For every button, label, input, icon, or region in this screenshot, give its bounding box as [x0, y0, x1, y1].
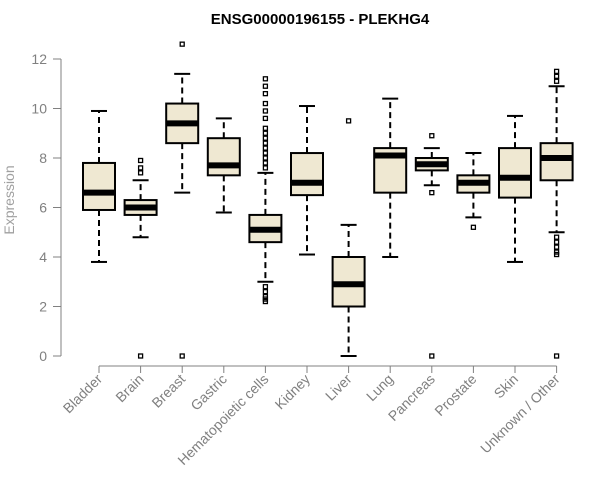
outlier-point [262, 145, 269, 151]
outlier-point [262, 91, 269, 97]
y-tick-label: 0 [39, 348, 47, 364]
outlier-point [262, 150, 269, 156]
y-tick-label: 6 [39, 200, 47, 216]
y-tick-label: 8 [39, 150, 47, 166]
y-tick-label: 10 [31, 101, 47, 117]
outlier-point [262, 76, 269, 82]
outlier-point [262, 125, 269, 131]
outlier-point [179, 41, 185, 47]
x-tick-label: Lung [363, 371, 396, 404]
outlier-point [262, 100, 269, 107]
outlier-point [553, 73, 560, 79]
box-unknown-other [539, 68, 574, 359]
box-prostate [456, 152, 491, 230]
y-axis: 0 2 4 6 8 10 12 [31, 51, 62, 364]
outlier-point [262, 298, 269, 305]
x-tick-label: Kidney [272, 371, 314, 413]
outlier-point [262, 288, 269, 295]
iqr-box [206, 137, 241, 177]
outlier-point [262, 115, 269, 122]
x-tick-label: Breast [148, 371, 188, 411]
outlier-point [553, 68, 560, 75]
outlier-point [137, 353, 144, 359]
box-gastric [206, 117, 241, 214]
outlier-point [553, 353, 560, 359]
outlier-point [262, 83, 269, 89]
outlier-point [553, 251, 560, 258]
outlier-point [553, 239, 560, 245]
outlier-point [137, 165, 144, 171]
chart-title: ENSG00000196155 - PLEKHG4 [211, 11, 430, 28]
outlier-point [345, 118, 352, 124]
box-bladder [82, 109, 116, 263]
plot-area [82, 41, 574, 359]
x-tick-label: Unknown / Other [477, 371, 563, 457]
box-skin [498, 114, 532, 263]
outlier-point [429, 133, 435, 139]
outlier-point [262, 135, 269, 141]
iqr-box [290, 152, 324, 197]
outlier-point [262, 165, 269, 171]
x-tick-label: Skin [491, 371, 522, 402]
outlier-point [137, 170, 144, 176]
outlier-point [553, 244, 560, 250]
y-tick-label: 2 [39, 299, 47, 315]
outlier-point [262, 155, 269, 161]
outlier-point [553, 234, 560, 240]
outlier-point [553, 78, 560, 84]
outlier-point [429, 353, 435, 359]
x-tick-label: Prostate [431, 371, 479, 419]
outlier-point [262, 108, 269, 114]
box-kidney [290, 105, 324, 256]
box-breast [165, 41, 200, 359]
outlier-point [470, 224, 477, 230]
y-tick-label: 12 [31, 51, 47, 67]
outlier-point [262, 140, 269, 146]
x-tick-label: Liver [322, 371, 355, 404]
y-tick-label: 4 [39, 249, 47, 265]
box-brain [123, 157, 158, 359]
iqr-box [82, 161, 116, 211]
outlier-point [137, 157, 144, 164]
box-hematopoietic-cells [248, 76, 283, 305]
outlier-point [262, 284, 269, 290]
x-tick-label: Brain [112, 371, 146, 405]
box-lung [373, 97, 408, 258]
box-liver [331, 118, 366, 357]
iqr-box [539, 142, 574, 182]
iqr-box [498, 147, 532, 199]
y-axis-label: Expression [1, 165, 17, 234]
outlier-point [262, 160, 269, 166]
box-pancreas [414, 133, 449, 359]
x-tick-label: Bladder [60, 371, 106, 417]
outlier-point [429, 189, 435, 196]
outlier-point [179, 353, 185, 359]
outlier-point [262, 130, 269, 136]
